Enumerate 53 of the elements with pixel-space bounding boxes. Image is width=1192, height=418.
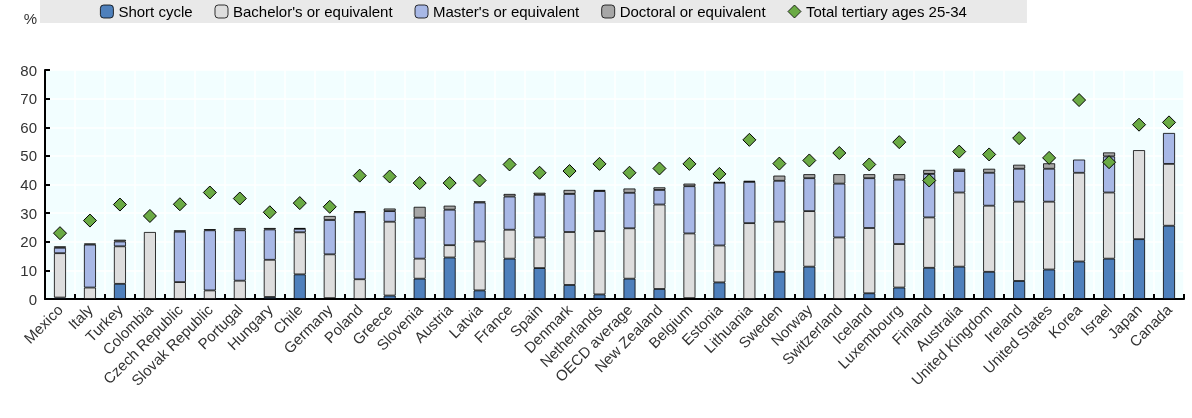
point [862, 157, 877, 172]
point [442, 176, 457, 191]
y-axis-title: % [23, 10, 37, 27]
point [412, 176, 427, 191]
point [1132, 117, 1147, 132]
point [292, 196, 307, 211]
point [682, 156, 697, 171]
point [922, 173, 937, 188]
y-tick-label: 30 [20, 204, 37, 222]
point [892, 135, 907, 150]
point [742, 132, 757, 147]
point [382, 169, 397, 184]
point [712, 166, 727, 181]
legend-label: Master's or equivalent [433, 3, 581, 20]
y-tick-label: 40 [20, 176, 37, 193]
legend-label: Bachelor's or equivalent [232, 3, 394, 20]
point [772, 156, 787, 171]
point [832, 146, 847, 161]
point [562, 164, 577, 179]
legend-label: Total tertiary ages 25-34 [806, 3, 967, 20]
y-tick-label: 60 [20, 118, 37, 136]
point [502, 157, 517, 172]
point [802, 153, 817, 168]
point [112, 197, 127, 212]
legend-label: Short cycle [118, 3, 193, 20]
point [1012, 131, 1027, 146]
point [1162, 115, 1177, 130]
point [262, 205, 277, 220]
y-tick-label: 70 [20, 90, 37, 108]
point [232, 191, 247, 206]
point [1102, 155, 1117, 170]
point [952, 144, 967, 159]
point [982, 147, 997, 162]
point [52, 226, 67, 241]
point [172, 197, 187, 212]
y-tick-label: 20 [20, 233, 37, 251]
point [622, 165, 637, 180]
point [472, 173, 487, 188]
legend-label: Doctoral or equivalent [619, 3, 767, 20]
point [322, 199, 337, 214]
y-tick-label: 10 [20, 261, 37, 279]
point [82, 213, 97, 228]
y-tick-label: 80 [20, 61, 37, 79]
point [1042, 150, 1057, 165]
y-tick-label: 0 [28, 290, 37, 308]
point [352, 168, 367, 183]
point [592, 156, 607, 171]
y-tick-label: 50 [20, 147, 37, 165]
point [652, 161, 667, 176]
point [1072, 93, 1087, 108]
point [532, 165, 547, 180]
point [142, 208, 157, 223]
point [202, 185, 217, 200]
